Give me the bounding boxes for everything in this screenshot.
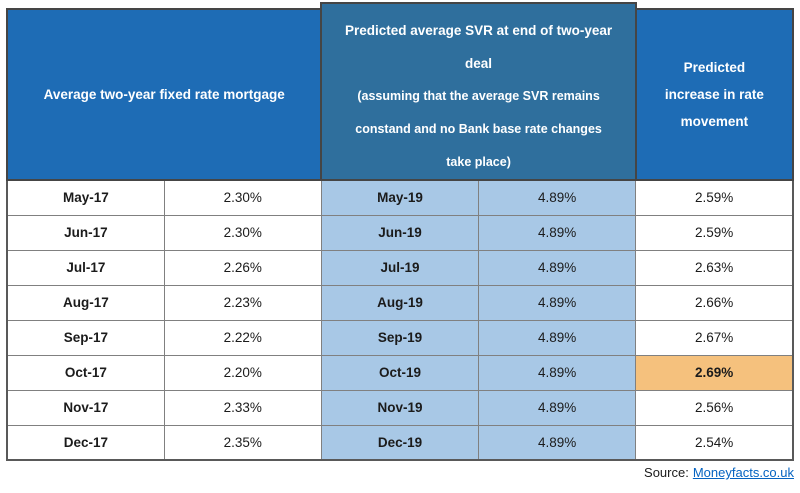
source-label: Source: (644, 465, 689, 480)
header-predicted-svr: Predicted average SVR at end of two-year… (320, 3, 639, 181)
header-row: Average two-year fixed rate mortgage Pre… (5, 3, 795, 181)
table-row-sep-17: Sep-17 2.22% Sep-19 4.89% 2.67% (6, 319, 794, 356)
fixed-month-cell: Jun-17 (6, 214, 165, 251)
fixed-month-cell: Dec-17 (6, 424, 165, 461)
svr-month-cell: Oct-19 (320, 354, 480, 391)
svr-rate-cell: 4.89% (478, 389, 637, 426)
svr-month-cell: Nov-19 (320, 389, 480, 426)
table-row-dec-17: Dec-17 2.35% Dec-19 4.89% 2.54% (6, 424, 794, 461)
svr-month-cell: Jul-19 (320, 249, 480, 286)
fixed-month-cell: Jul-17 (6, 249, 165, 286)
fixed-month-cell: Nov-17 (6, 389, 165, 426)
table-row-aug-17: Aug-17 2.23% Aug-19 4.89% 2.66% (6, 284, 794, 321)
svr-rate-cell: 4.89% (478, 249, 637, 286)
table-header: Average two-year fixed rate mortgage Pre… (5, 3, 795, 181)
source-link[interactable]: Moneyfacts.co.uk (692, 465, 794, 480)
fixed-month-cell: May-17 (6, 179, 165, 216)
fixed-rate-cell: 2.20% (163, 354, 322, 391)
svr-rate-cell: 4.89% (478, 319, 637, 356)
mortgage-rates-table: Average two-year fixed rate mortgage Pre… (5, 3, 795, 461)
fixed-month-cell: Aug-17 (6, 284, 165, 321)
svr-month-cell: Jun-19 (320, 214, 480, 251)
svr-rate-cell: 4.89% (478, 179, 637, 216)
table-row-jun-17: Jun-17 2.30% Jun-19 4.89% 2.59% (6, 214, 794, 251)
increase-cell: 2.54% (635, 424, 794, 461)
increase-cell: 2.66% (635, 284, 794, 321)
svr-rate-cell: 4.89% (478, 354, 637, 391)
header-predicted-increase: Predicted increase in rate movement (634, 8, 795, 181)
fixed-rate-cell: 2.26% (163, 249, 322, 286)
header-svr-title: Predicted average SVR at end of two-year… (345, 23, 613, 71)
fixed-rate-cell: 2.33% (163, 389, 322, 426)
fixed-rate-cell: 2.30% (163, 179, 322, 216)
fixed-rate-cell: 2.35% (163, 424, 322, 461)
svr-month-cell: Sep-19 (320, 319, 480, 356)
fixed-rate-cell: 2.22% (163, 319, 322, 356)
increase-cell: 2.69% (635, 354, 794, 391)
table-row-oct-17: Oct-17 2.20% Oct-19 4.89% 2.69% (6, 354, 794, 391)
svr-month-cell: May-19 (320, 179, 480, 216)
svr-rate-cell: 4.89% (478, 214, 637, 251)
fixed-rate-cell: 2.30% (163, 214, 322, 251)
increase-cell: 2.59% (635, 179, 794, 216)
header-increase-label: Predicted increase in rate movement (664, 60, 764, 129)
table-row-may-17: May-17 2.30% May-19 4.89% 2.59% (6, 179, 794, 216)
fixed-rate-cell: 2.23% (163, 284, 322, 321)
table-body: May-17 2.30% May-19 4.89% 2.59% Jun-17 2.30% Ju… (6, 179, 794, 461)
header-fixed-rate-label: Average two-year fixed rate mortgage (43, 87, 285, 102)
increase-cell: 2.63% (635, 249, 794, 286)
table-row-jul-17: Jul-17 2.26% Jul-19 4.89% 2.63% (6, 249, 794, 286)
page: Average two-year fixed rate mortgage Pre… (0, 3, 800, 493)
table-row-nov-17: Nov-17 2.33% Nov-19 4.89% 2.56% (6, 389, 794, 426)
fixed-month-cell: Sep-17 (6, 319, 165, 356)
header-fixed-rate-mortgage: Average two-year fixed rate mortgage (5, 8, 323, 181)
svr-month-cell: Dec-19 (320, 424, 480, 461)
increase-cell: 2.59% (635, 214, 794, 251)
svr-month-cell: Aug-19 (320, 284, 480, 321)
svr-rate-cell: 4.89% (478, 284, 637, 321)
source-note: Source: Moneyfacts.co.uk (6, 465, 794, 480)
fixed-month-cell: Oct-17 (6, 354, 165, 391)
svr-rate-cell: 4.89% (478, 424, 637, 461)
header-svr-note: (assuming that the average SVR remains c… (355, 89, 602, 169)
increase-cell: 2.56% (635, 389, 794, 426)
increase-cell: 2.67% (635, 319, 794, 356)
